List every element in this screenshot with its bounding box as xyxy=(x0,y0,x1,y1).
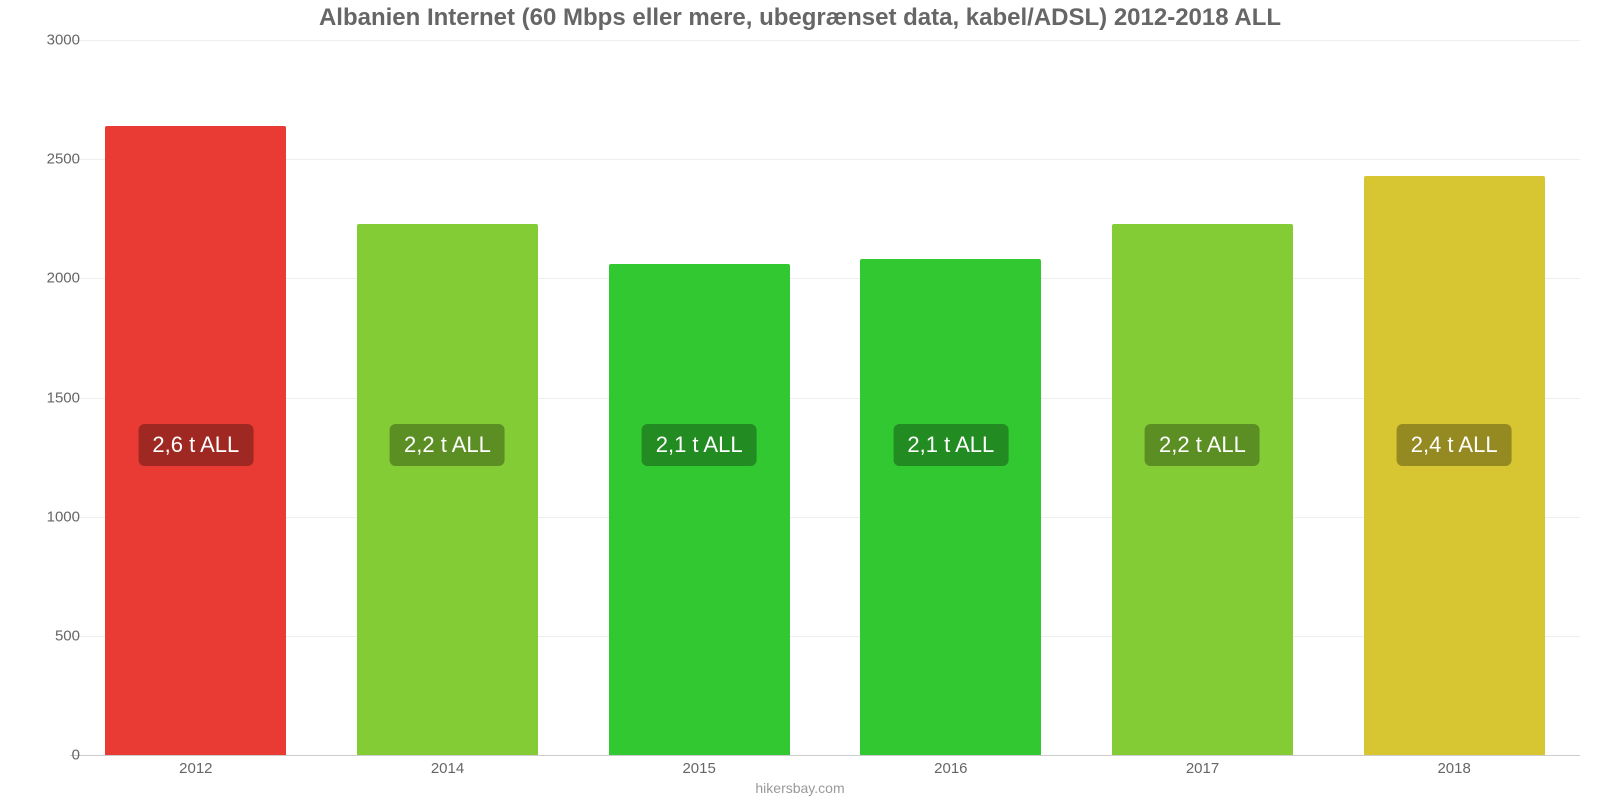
gridline xyxy=(70,517,1580,518)
y-axis-tick: 1500 xyxy=(20,389,80,406)
plot-area: 2,6 t ALL20122,2 t ALL20142,1 t ALL20152… xyxy=(70,40,1580,755)
bar-value-label: 2,6 t ALL xyxy=(138,424,253,466)
x-axis-tick: 2016 xyxy=(934,760,967,777)
gridline xyxy=(70,398,1580,399)
y-axis-tick: 2000 xyxy=(20,270,80,287)
chart-title: Albanien Internet (60 Mbps eller mere, u… xyxy=(0,4,1600,32)
bar-value-label: 2,1 t ALL xyxy=(642,424,757,466)
bar-value-label: 2,2 t ALL xyxy=(390,424,505,466)
bar-value-label: 2,4 t ALL xyxy=(1397,424,1512,466)
x-axis-tick: 2012 xyxy=(179,760,212,777)
bar-value-label: 2,2 t ALL xyxy=(1145,424,1260,466)
x-axis-tick: 2017 xyxy=(1186,760,1219,777)
bar: 2,1 t ALL xyxy=(860,259,1041,755)
gridline xyxy=(70,159,1580,160)
chart-footer: hikersbay.com xyxy=(0,780,1600,796)
y-axis-tick: 500 xyxy=(20,627,80,644)
x-axis-tick: 2018 xyxy=(1437,760,1470,777)
y-axis-tick: 0 xyxy=(20,747,80,764)
gridline xyxy=(70,636,1580,637)
gridline xyxy=(70,40,1580,41)
gridline xyxy=(70,755,1580,756)
y-axis-tick: 1000 xyxy=(20,508,80,525)
bar-value-label: 2,1 t ALL xyxy=(893,424,1008,466)
x-axis-tick: 2015 xyxy=(682,760,715,777)
bar: 2,6 t ALL xyxy=(105,126,286,755)
bar: 2,2 t ALL xyxy=(357,224,538,755)
y-axis-tick: 3000 xyxy=(20,32,80,49)
x-axis-tick: 2014 xyxy=(431,760,464,777)
bar: 2,2 t ALL xyxy=(1112,224,1293,755)
y-axis-tick: 2500 xyxy=(20,151,80,168)
bar: 2,1 t ALL xyxy=(609,264,790,755)
bar-chart: Albanien Internet (60 Mbps eller mere, u… xyxy=(0,0,1600,800)
bar: 2,4 t ALL xyxy=(1364,176,1545,755)
gridline xyxy=(70,278,1580,279)
